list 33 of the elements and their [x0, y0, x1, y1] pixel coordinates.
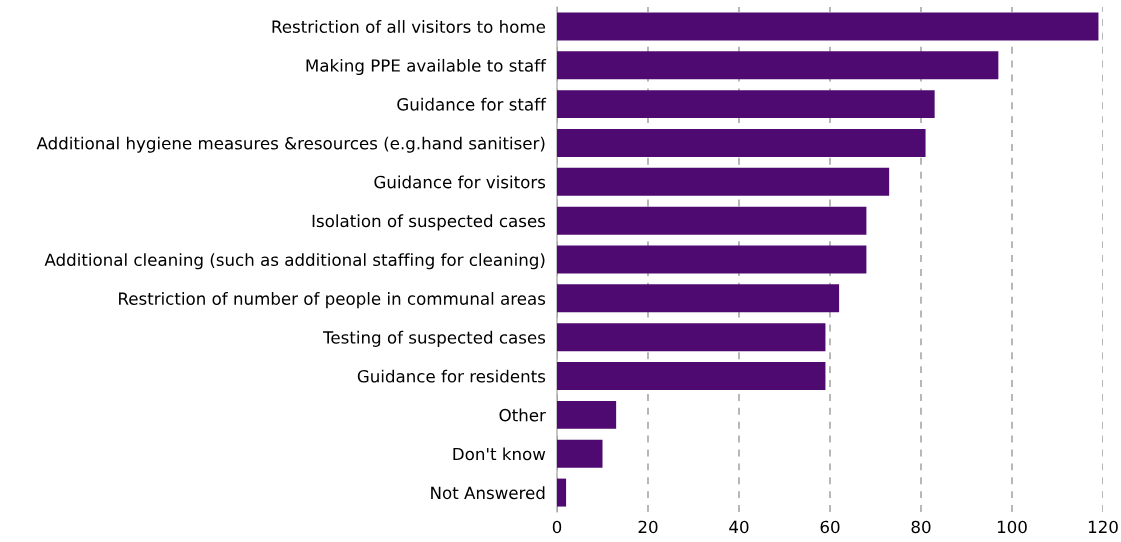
bar — [557, 284, 840, 313]
y-tick-label: Restriction of all visitors to home — [272, 20, 546, 33]
bar — [557, 362, 826, 391]
y-tick-label: Don't know — [453, 447, 546, 461]
y-tick-label: Testing of suspected cases — [323, 330, 546, 347]
bar — [557, 90, 935, 119]
x-tick-label: 100 — [997, 520, 1027, 534]
bar — [557, 128, 926, 157]
bar — [557, 439, 603, 468]
y-tick-label: Guidance for residents — [357, 369, 546, 383]
bar — [557, 206, 867, 235]
y-tick-label: Guidance for visitors — [374, 175, 546, 189]
y-tick-label: Restriction of number of people in communal areas — [119, 292, 546, 309]
x-tick-label: 0 — [552, 520, 562, 534]
y-tick-label: Additional cleaning (such as additional staffing for cleaning) — [44, 253, 545, 270]
bar — [557, 51, 999, 80]
y-tick-label: Other — [499, 408, 546, 422]
bar — [557, 323, 826, 352]
bar — [557, 478, 567, 507]
x-tick-label: 40 — [729, 520, 749, 534]
y-tick-label: Additional hygiene measures &resources (e.g.hand sanitiser) — [36, 136, 545, 153]
x-tick-label: 80 — [911, 520, 931, 534]
y-tick-label: Not Answered — [431, 486, 545, 500]
y-tick-label: Making PPE available to staff — [306, 58, 547, 76]
x-tick-label: 60 — [820, 520, 840, 534]
y-tick-label: Isolation of suspected cases — [312, 214, 546, 231]
bar — [557, 167, 890, 196]
x-tick-label: 120 — [1088, 520, 1118, 534]
bar — [557, 400, 617, 429]
bar — [557, 245, 867, 274]
y-tick-label: Guidance for staff — [397, 97, 547, 111]
bar — [557, 12, 1099, 41]
x-tick-label: 20 — [638, 520, 658, 534]
